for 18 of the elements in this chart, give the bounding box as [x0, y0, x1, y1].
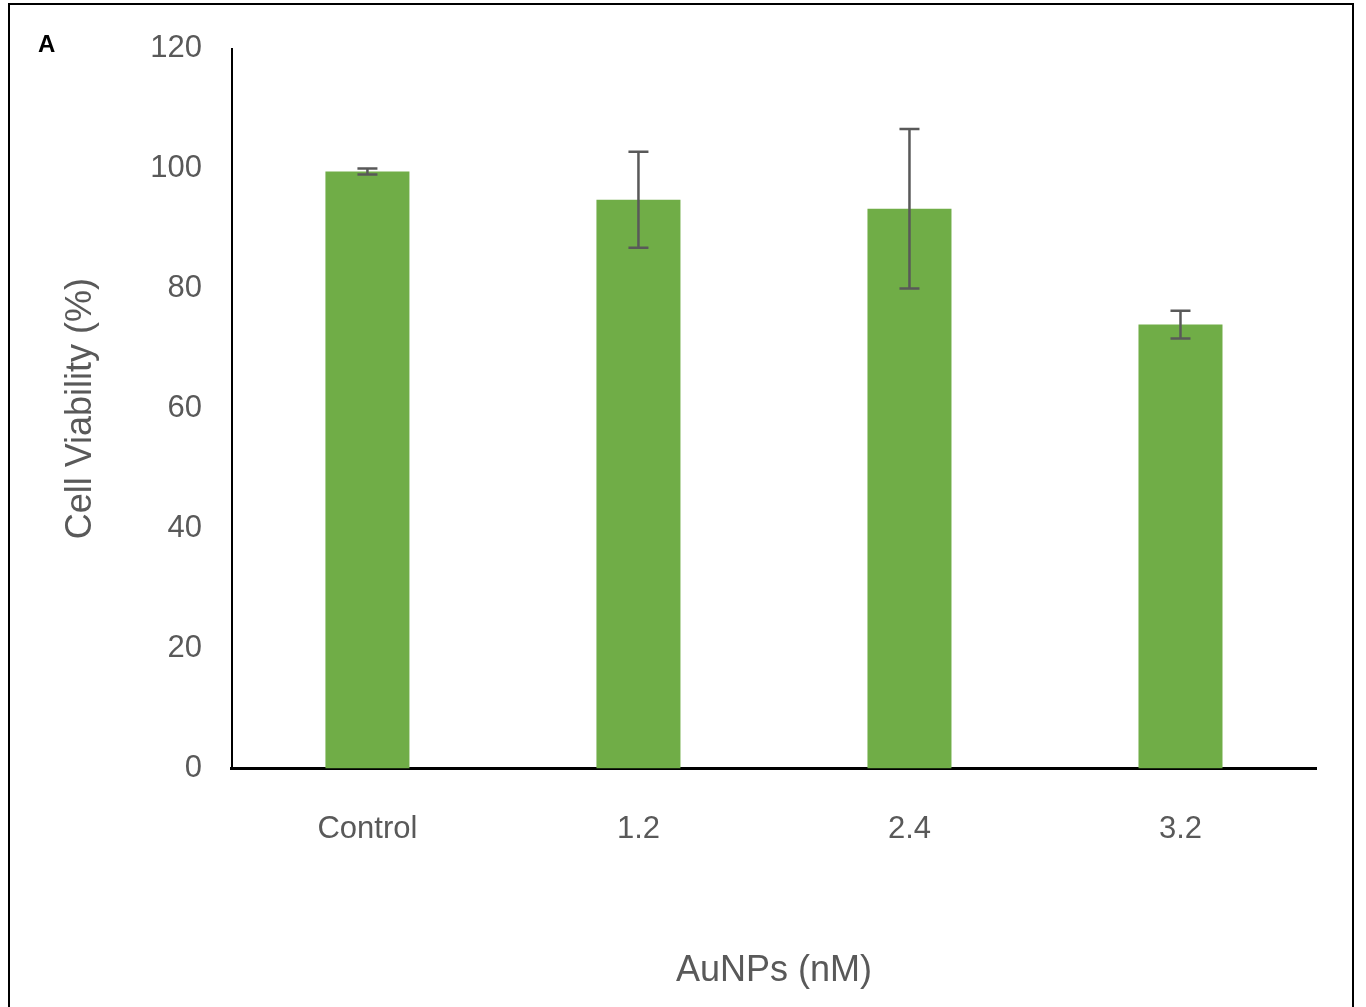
y-tick-label: 60 [167, 389, 202, 425]
x-tick-label: 1.2 [616, 809, 661, 845]
y-tick-label: 40 [167, 509, 202, 545]
bar [867, 208, 952, 769]
x-tick-label: 3.2 [1158, 809, 1203, 845]
y-tick-label: 100 [150, 149, 202, 185]
bar [325, 171, 410, 769]
y-tick-label: 20 [167, 629, 202, 665]
x-tick-label: Control [317, 809, 418, 845]
x-tick-label: 2.4 [887, 809, 932, 845]
bar [1138, 324, 1223, 769]
y-tick-label: 80 [167, 269, 202, 305]
bar [596, 199, 681, 769]
text: A [38, 30, 56, 58]
x-axis-title: AuNPs (nM) [675, 948, 872, 990]
y-tick-label: 0 [184, 749, 202, 785]
y-axis-title: Cell Viability (%) [57, 277, 99, 540]
y-tick-label: 120 [150, 29, 202, 65]
